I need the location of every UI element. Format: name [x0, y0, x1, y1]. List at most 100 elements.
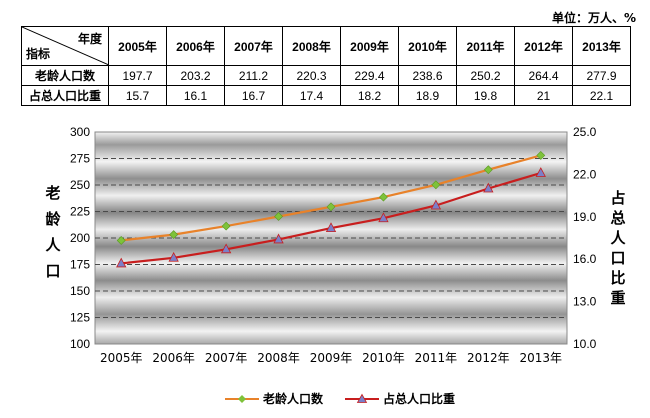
axis-title-char: 总	[610, 209, 626, 227]
table-cell: 16.1	[166, 85, 225, 106]
y-left-tick-label: 200	[70, 231, 90, 245]
data-point	[116, 236, 126, 245]
table-cell: 18.9	[398, 85, 457, 106]
y-right-tick-label: 19.0	[573, 210, 597, 224]
axis-title-char: 比	[610, 269, 626, 287]
year-header: 2007年	[224, 26, 283, 66]
axis-title-char: 老	[45, 184, 61, 202]
data-point	[379, 192, 388, 202]
data-point	[169, 230, 179, 240]
year-header: 2013年	[572, 26, 631, 66]
year-header: 2009年	[340, 26, 399, 66]
year-header: 2011年	[456, 26, 515, 66]
y-left-tick-label: 225	[70, 205, 90, 219]
table-cell: 238.6	[398, 65, 457, 86]
y-axis-right-title: 占总人口比重	[607, 188, 629, 308]
axis-title-char: 口	[45, 262, 61, 280]
x-tick-label: 2008年	[257, 351, 300, 365]
table-cell: 220.3	[282, 65, 341, 86]
data-point	[326, 202, 336, 212]
y-left-tick-label: 125	[70, 311, 90, 325]
y-right-tick-label: 22.0	[573, 167, 597, 181]
legend-label: 占总人口比重	[383, 392, 456, 406]
axis-title-char: 人	[610, 229, 626, 247]
legend-item: 老龄人口数	[225, 390, 323, 407]
data-point	[378, 212, 389, 223]
legend-item: 占总人口比重	[345, 390, 455, 407]
data-point	[535, 167, 546, 177]
table-cell: 21	[514, 85, 573, 106]
data-point	[116, 257, 127, 268]
table-cell: 264.4	[514, 65, 573, 86]
data-point	[483, 165, 493, 175]
legend-swatch-triangle	[345, 393, 380, 403]
table-cell: 15.7	[108, 85, 167, 106]
year-header: 2010年	[398, 26, 457, 66]
y-left-tick-label: 150	[70, 284, 90, 298]
y-left-tick-label: 175	[70, 258, 90, 272]
x-tick-label: 2013年	[520, 351, 563, 365]
table-header-row: 年度 指标 2005年 2006年 2007年 2008年 2009年 2010…	[21, 26, 631, 66]
table-cell: 203.2	[166, 65, 225, 86]
line-chart: 100 125 150 175 200 225 250 275 300 10.0 13.0 16.0 1…	[70, 125, 597, 365]
y-right-tick-label: 16.0	[573, 252, 597, 266]
axis-title-char: 口	[610, 249, 626, 267]
axis-title-char: 占	[610, 189, 626, 207]
x-tick-label: 2010年	[362, 351, 405, 365]
data-point	[431, 180, 441, 190]
data-point	[221, 221, 231, 231]
y-left-tick-label: 275	[70, 152, 90, 166]
table-cell: 250.2	[456, 65, 515, 86]
x-tick-label: 2007年	[205, 351, 248, 365]
table-cell: 18.2	[340, 85, 399, 106]
y-left-tick-label: 300	[70, 125, 90, 139]
data-point	[273, 233, 284, 244]
data-point	[430, 199, 442, 210]
table-row: 占总人口比重 15.7 16.1 16.7 17.4 18.2 18.9 19.…	[21, 85, 631, 106]
data-point	[168, 251, 179, 262]
table-cell: 22.1	[572, 85, 631, 106]
axis-title-char: 人	[45, 236, 61, 254]
x-tick-label: 2009年	[310, 351, 353, 365]
year-header: 2005年	[108, 26, 167, 66]
row-label: 老龄人口数	[21, 65, 109, 86]
axis-title-char: 龄	[45, 210, 61, 228]
x-tick-label: 2012年	[467, 351, 510, 365]
table-cell: 17.4	[282, 85, 341, 106]
year-header: 2012年	[514, 26, 573, 66]
legend-swatch-diamond	[225, 394, 259, 403]
data-point	[325, 222, 337, 233]
y-left-tick-label: 100	[70, 337, 90, 351]
x-tick-label: 2006年	[152, 351, 195, 365]
table-cell: 197.7	[108, 65, 167, 86]
y-right-tick-label: 10.0	[573, 337, 597, 351]
data-point	[483, 182, 494, 193]
data-point	[274, 212, 283, 221]
year-header: 2006年	[166, 26, 225, 66]
year-header: 2008年	[282, 26, 341, 66]
table-cell: 211.2	[224, 65, 283, 86]
data-point	[536, 151, 546, 160]
chart-legend: 老龄人口数 占总人口比重	[225, 390, 477, 407]
y-axis-left-title: 老龄人口	[42, 180, 64, 284]
table-corner-cell: 年度 指标	[21, 26, 109, 66]
legend-label: 老龄人口数	[263, 392, 324, 406]
row-label: 占总人口比重	[21, 85, 109, 106]
data-point	[220, 243, 232, 254]
table-cell: 277.9	[572, 65, 631, 86]
y-left-tick-label: 250	[70, 178, 90, 192]
unit-note: 单位：万人、%	[551, 11, 636, 25]
table-cell: 19.8	[456, 85, 515, 106]
corner-label-indicator: 指标	[26, 47, 51, 61]
corner-label-year: 年度	[77, 32, 102, 46]
diagonal-divider	[22, 27, 109, 65]
data-table: 年度 指标 2005年 2006年 2007年 2008年 2009年 2010…	[21, 26, 631, 106]
axis-title-char: 重	[610, 289, 626, 307]
y-right-tick-label: 13.0	[573, 295, 597, 309]
table-cell: 16.7	[224, 85, 283, 106]
y-right-tick-label: 25.0	[573, 125, 597, 139]
x-tick-label: 2005年	[100, 351, 143, 365]
x-tick-label: 2011年	[415, 351, 458, 365]
table-cell: 229.4	[340, 65, 399, 86]
table-row: 老龄人口数 197.7 203.2 211.2 220.3 229.4 238.…	[21, 65, 631, 86]
